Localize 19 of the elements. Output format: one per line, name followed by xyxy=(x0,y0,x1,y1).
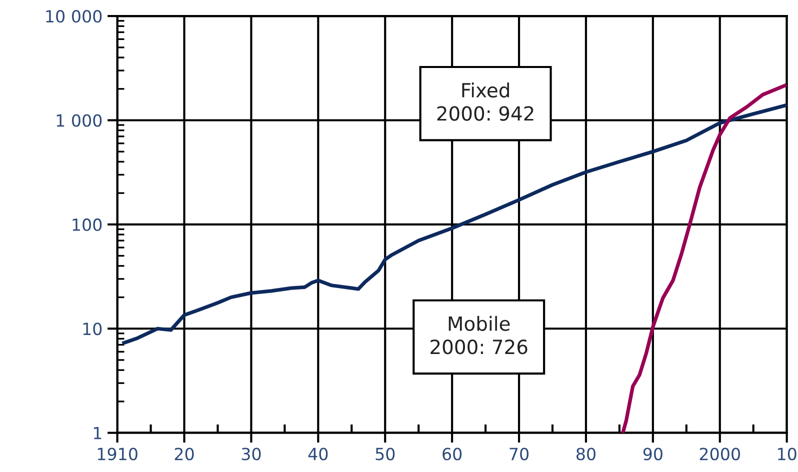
x-tick-label: 10 xyxy=(778,448,796,460)
x-tick-label: 20 xyxy=(174,448,194,460)
y-tick-label: 1 000 xyxy=(56,114,102,127)
y-tick-label: 100 xyxy=(72,218,102,232)
line-series xyxy=(620,84,787,433)
x-tick-label: 1910 xyxy=(98,448,138,460)
x-tick-label: 60 xyxy=(442,448,462,460)
y-tick-label: 10 000 xyxy=(46,10,102,23)
x-tick-label: 50 xyxy=(376,448,395,460)
annotation: Mobile 2000: 726 xyxy=(430,316,528,354)
x-tick-label: 2000 xyxy=(700,448,740,460)
x-tick-label: 40 xyxy=(308,448,328,460)
x-tick-label: 30 xyxy=(242,448,261,460)
x-tick-label: 70 xyxy=(510,448,529,460)
x-tick-label: 80 xyxy=(576,448,596,460)
y-tick-label: 10 xyxy=(83,322,102,336)
annotation: Fixed 2000: 942 xyxy=(437,82,534,121)
y-tick-label: 1 xyxy=(94,427,102,440)
x-tick-label: 90 xyxy=(643,448,662,460)
